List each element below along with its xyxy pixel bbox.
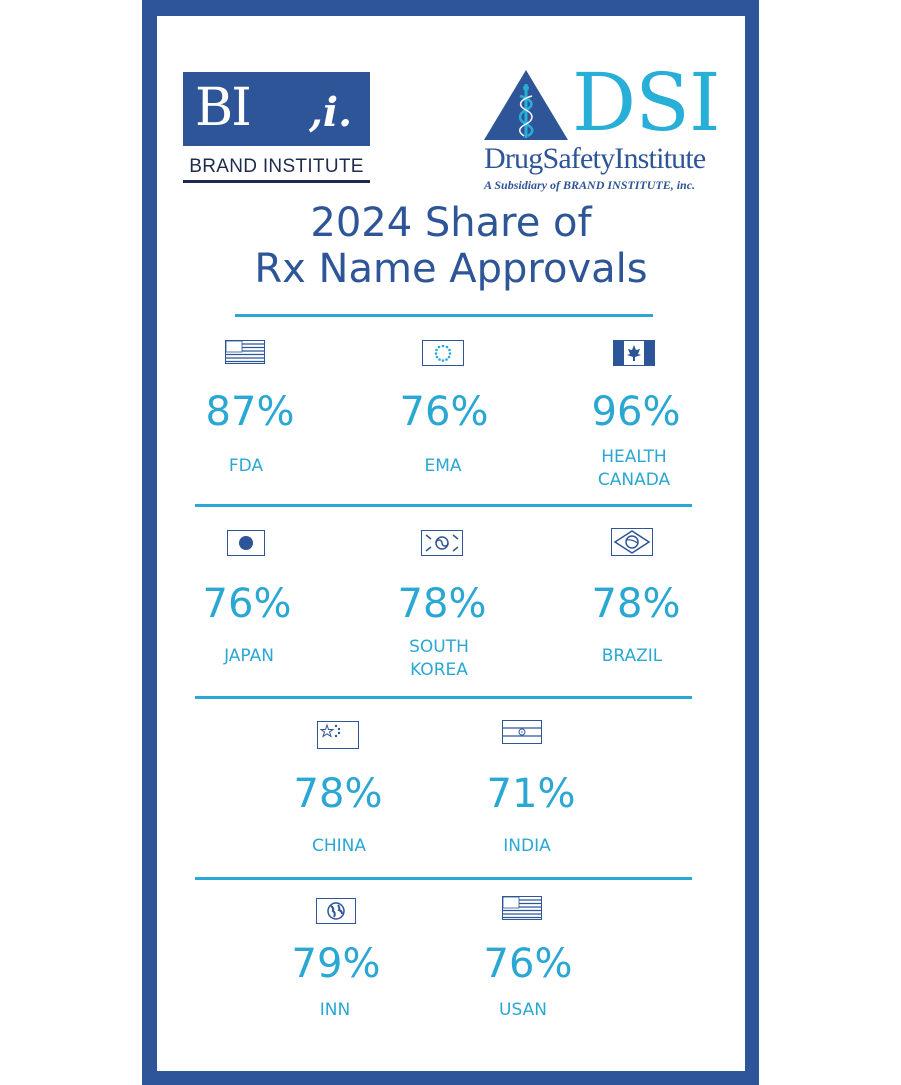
us-flag-icon xyxy=(502,896,542,920)
canada-flag-icon xyxy=(613,340,655,366)
japan-flag-icon xyxy=(227,530,265,556)
bi-logo-name: BRAND INSTITUTE xyxy=(189,156,364,177)
ema-label-line-1: EMA xyxy=(424,456,462,476)
health-canada-label-line-2: CANADA xyxy=(597,470,671,490)
health-canada-label-line-1: HEALTH xyxy=(601,447,667,467)
japan-percentage: 76% xyxy=(202,581,292,627)
south-korea-label: SOUTH KOREA xyxy=(349,636,529,682)
page-title: 2024 Share of Rx Name Approvals xyxy=(157,200,745,292)
dsi-logo-letters: DSI xyxy=(572,56,721,149)
bi-logo-box: BI ,i. xyxy=(183,72,370,146)
china-flag-icon xyxy=(317,721,359,749)
globe-flag-icon xyxy=(316,898,356,924)
title-divider xyxy=(235,314,653,317)
brazil-label: BRAZIL xyxy=(542,645,722,668)
us-flag-icon xyxy=(225,340,265,364)
brazil-percentage: 78% xyxy=(591,581,681,627)
bi-logo-underline xyxy=(183,180,370,183)
bi-logo-letters: BI xyxy=(195,78,252,138)
south-korea-label-line-1: SOUTH xyxy=(409,637,469,657)
china-label-line-1: CHINA xyxy=(311,836,366,856)
china-label: CHINA xyxy=(249,835,429,858)
caduceus-triangle-icon xyxy=(484,70,568,140)
india-label: INDIA xyxy=(437,835,617,858)
japan-label: JAPAN xyxy=(159,645,339,668)
india-percentage: 71% xyxy=(486,771,576,817)
title-line-2: Rx Name Approvals xyxy=(254,246,648,292)
south-korea-flag-icon xyxy=(421,530,463,556)
brazil-flag-icon xyxy=(611,528,653,556)
brand-institute-logo: BI ,i. BRAND INSTITUTE xyxy=(183,72,370,184)
dsi-logo-tagline: A Subsidiary of BRAND INSTITUTE, inc. xyxy=(484,178,696,192)
inn-label: INN xyxy=(245,999,425,1022)
row-divider-2 xyxy=(195,696,692,699)
china-percentage: 78% xyxy=(293,771,383,817)
row-divider-1 xyxy=(195,504,692,507)
ema-percentage: 76% xyxy=(399,389,489,435)
india-flag-icon xyxy=(502,720,542,744)
eu-flag-icon xyxy=(422,340,464,366)
usan-label: USAN xyxy=(433,999,613,1022)
health-canada-percentage: 96% xyxy=(591,389,681,435)
title-line-1: 2024 Share of xyxy=(310,200,592,246)
bi-logo-mark: ,i. xyxy=(309,89,353,136)
india-label-line-1: INDIA xyxy=(503,836,551,856)
brazil-label-line-1: BRAZIL xyxy=(601,646,663,666)
usan-percentage: 76% xyxy=(483,941,573,987)
usan-label-line-1: USAN xyxy=(499,1000,547,1020)
fda-percentage: 87% xyxy=(205,389,295,435)
inn-label-line-1: INN xyxy=(319,1000,351,1020)
ema-label: EMA xyxy=(353,455,533,478)
south-korea-label-line-2: KOREA xyxy=(410,660,468,680)
south-korea-percentage: 78% xyxy=(397,581,487,627)
fda-label: FDA xyxy=(156,455,336,478)
japan-label-line-1: JAPAN xyxy=(224,646,274,666)
inn-percentage: 79% xyxy=(291,941,381,987)
row-divider-3 xyxy=(195,877,692,880)
dsi-logo-name: DrugSafetyInstitute xyxy=(484,142,706,175)
fda-label-line-1: FDA xyxy=(228,456,264,476)
health-canada-label: HEALTH CANADA xyxy=(544,446,724,492)
drug-safety-institute-logo: DSI DrugSafetyInstitute A Subsidiary of … xyxy=(480,58,721,196)
